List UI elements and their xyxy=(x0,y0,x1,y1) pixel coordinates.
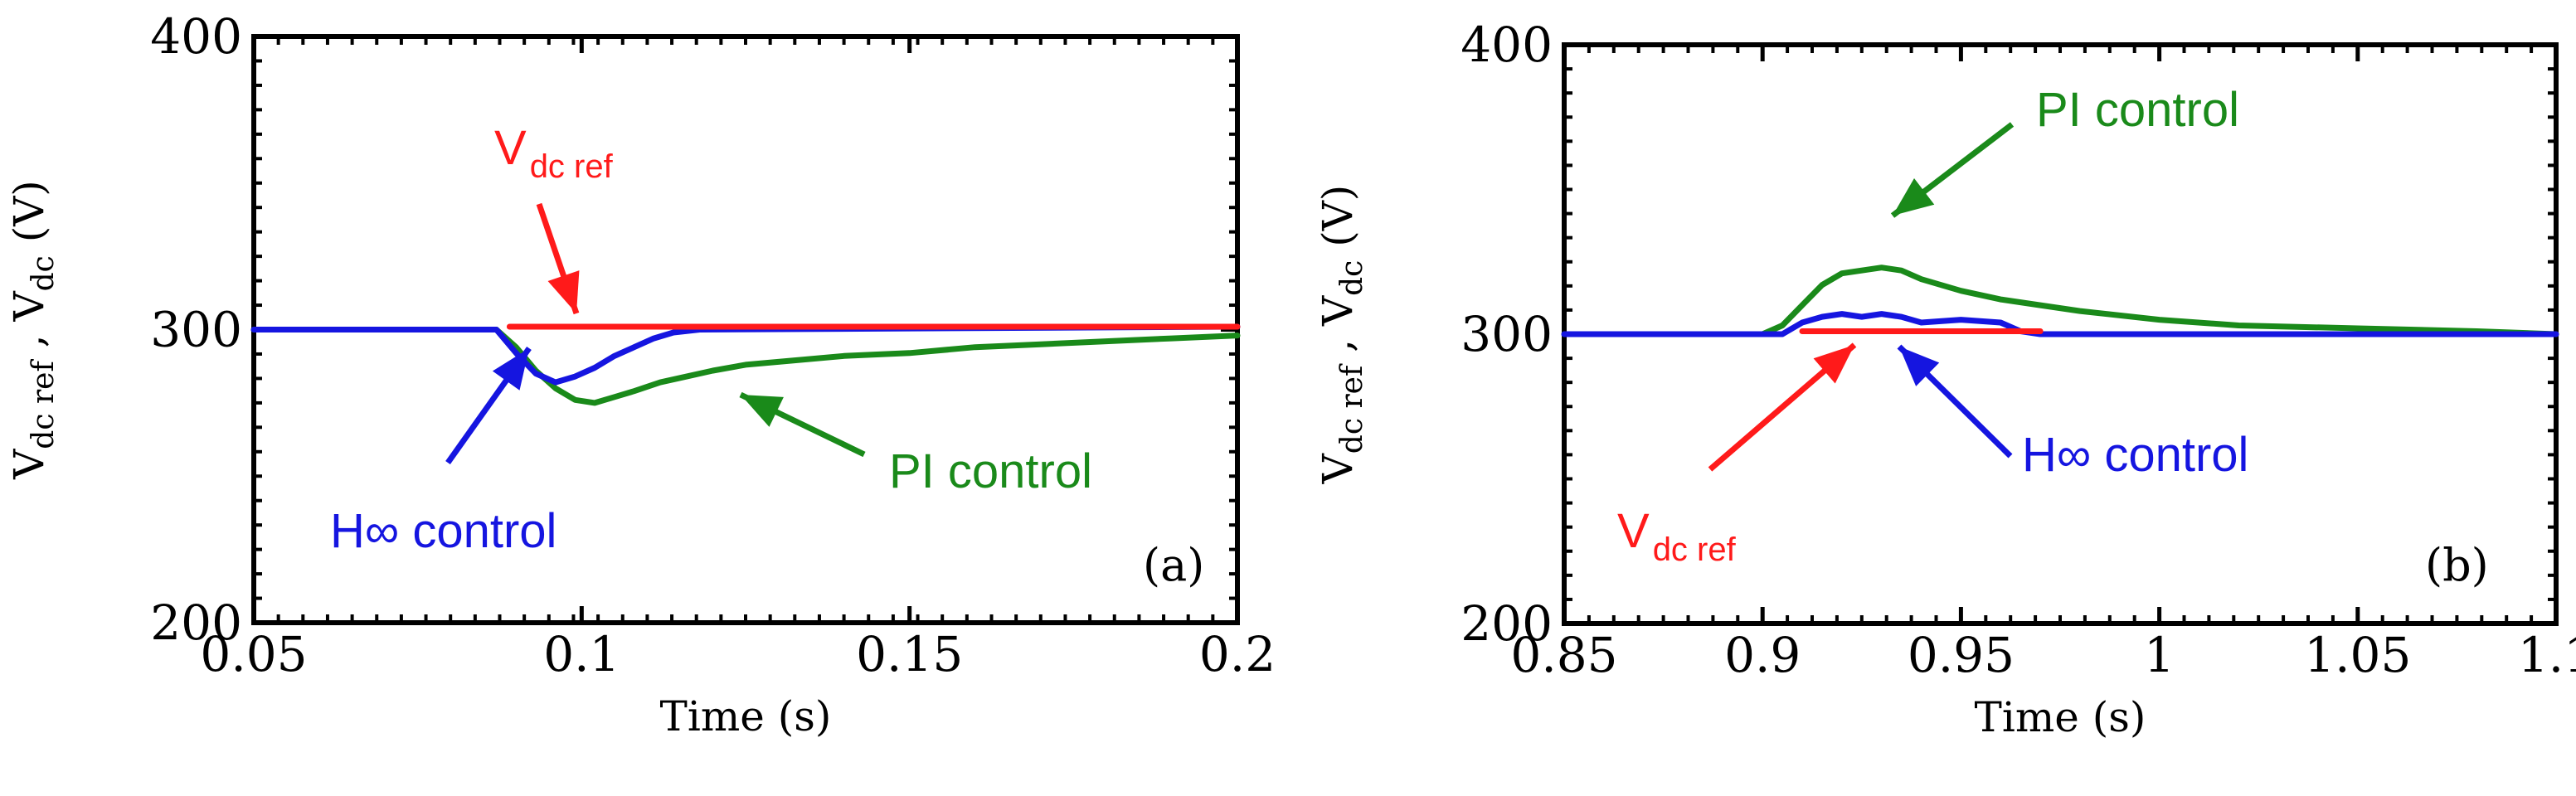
y-tick-label: 200 xyxy=(150,595,242,651)
series-pi-control xyxy=(1561,265,2559,337)
y-axis-title-part: V xyxy=(5,291,53,323)
y-axis-title-subscript: dc ref xyxy=(1335,363,1369,454)
annotation-text: H∞ control xyxy=(2022,428,2248,482)
y-tick-label: 300 xyxy=(150,302,242,358)
annotation-label: PI control xyxy=(2036,83,2239,137)
x-tick-label: 0.95 xyxy=(1908,627,2015,683)
annotation-arrow-head xyxy=(547,270,580,313)
y-axis-title-part: , xyxy=(1314,326,1362,366)
y-axis-title-subscript: dc ref xyxy=(27,359,61,449)
x-tick-label: 0.2 xyxy=(1199,626,1276,682)
x-tick-label: 1.1 xyxy=(2518,627,2576,683)
panel-a: 0.05 0.1 0.15 0.2 200 300 400 Time (s) Vdc ref ,… xyxy=(5,8,1276,740)
annotation-arrow-head xyxy=(741,395,784,427)
annotation-arrow-head xyxy=(1813,345,1854,384)
series-h-control xyxy=(250,323,1241,386)
annotation-arrow-head xyxy=(492,348,529,391)
y-tick-label: 400 xyxy=(1461,17,1553,73)
y-axis-title: Vdc ref , Vdc (V) xyxy=(5,180,61,480)
x-tick-label: 0.9 xyxy=(1724,627,1801,683)
y-axis-title-part: V xyxy=(1314,453,1362,484)
x-axis-title: Time (s) xyxy=(1975,693,2146,741)
x-tick-label: 1 xyxy=(2144,627,2175,683)
panel-label: (a) xyxy=(1143,539,1204,591)
annotation-arrow-head xyxy=(1893,177,1935,216)
y-axis-title-subscript: dc xyxy=(1335,260,1369,296)
annotation-subscript: dc ref xyxy=(530,148,614,185)
annotation-text: V xyxy=(1617,504,1650,558)
x-tick-label: 0.05 xyxy=(200,626,307,682)
x-axis-title: Time (s) xyxy=(660,692,832,740)
y-tick-label: 400 xyxy=(150,8,242,65)
annotation-text: H∞ control xyxy=(330,504,557,558)
x-tick-label: 0.85 xyxy=(1510,627,1617,683)
x-tick-label: 0.1 xyxy=(543,626,620,682)
y-axis-title-part: V xyxy=(1314,295,1362,327)
y-axis-title-part: V xyxy=(5,449,53,480)
y-tick-label: 300 xyxy=(1461,306,1553,362)
annotation-arrow-head xyxy=(1899,347,1940,386)
x-tick-label: 1.05 xyxy=(2304,627,2411,683)
annotation-text: PI control xyxy=(889,444,1092,498)
annotation-text: PI control xyxy=(2036,83,2239,137)
y-axis-title: Vdc ref , Vdc (V) xyxy=(1314,185,1369,485)
annotation-label: PI control xyxy=(889,444,1092,498)
annotation-label: H∞ control xyxy=(330,504,557,558)
annotation-text: V xyxy=(494,121,527,175)
series-pi-control xyxy=(250,327,1241,406)
annotation-label: H∞ control xyxy=(2022,428,2248,482)
y-axis-title-part: (V) xyxy=(5,180,53,255)
panel-label: (b) xyxy=(2425,539,2489,591)
panel-b: 0.85 0.9 0.95 1 1.05 1.1 200 300 400 Time (s) Vdc … xyxy=(1314,17,2576,741)
y-axis-title-part: (V) xyxy=(1314,185,1362,260)
annotation-subscript: dc ref xyxy=(1653,531,1737,568)
y-axis-title-subscript: dc xyxy=(27,255,61,291)
y-axis-title-part: , xyxy=(5,322,53,362)
y-tick-label: 200 xyxy=(1461,595,1553,652)
x-tick-label: 0.15 xyxy=(856,626,963,682)
